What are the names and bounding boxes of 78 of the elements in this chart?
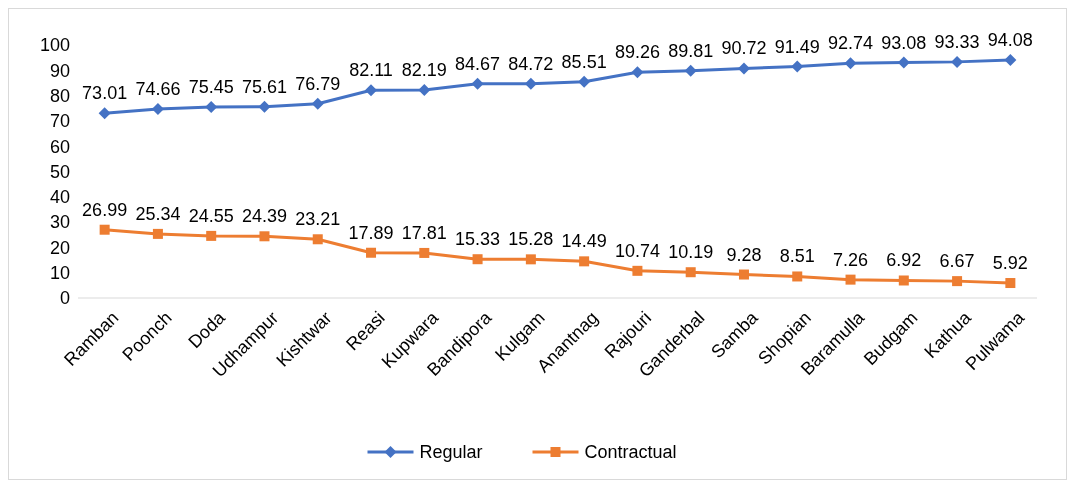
data-label: 14.49 xyxy=(561,231,607,252)
data-label: 24.39 xyxy=(241,206,287,227)
data-label: 85.51 xyxy=(561,51,607,72)
y-tick-label: 30 xyxy=(49,212,70,233)
point xyxy=(632,265,643,276)
point xyxy=(471,77,484,90)
data-label: 6.92 xyxy=(886,250,922,271)
data-label: 76.79 xyxy=(295,73,341,94)
data-label: 17.81 xyxy=(401,222,447,243)
point xyxy=(844,57,857,70)
point xyxy=(684,64,697,77)
data-label: 89.81 xyxy=(668,40,714,61)
data-label: 84.67 xyxy=(455,53,501,74)
data-label: 15.28 xyxy=(508,229,554,250)
y-tick-label: 70 xyxy=(49,111,70,132)
data-label: 90.72 xyxy=(721,38,767,59)
data-label: 91.49 xyxy=(774,36,820,57)
data-label: 23.21 xyxy=(295,209,341,230)
point xyxy=(259,231,270,242)
data-label: 94.08 xyxy=(987,29,1033,50)
point xyxy=(419,247,430,258)
y-tick-label: 0 xyxy=(59,288,70,309)
point xyxy=(99,224,110,235)
point xyxy=(792,271,803,282)
y-tick-label: 100 xyxy=(39,35,70,56)
y-tick-label: 60 xyxy=(49,136,70,157)
point xyxy=(206,230,217,241)
data-label: 10.19 xyxy=(668,242,714,263)
y-tick-label: 20 xyxy=(49,237,70,258)
y-tick-label: 10 xyxy=(49,263,70,283)
point xyxy=(366,247,377,258)
point xyxy=(1005,278,1016,289)
point xyxy=(311,97,324,110)
point xyxy=(418,84,431,97)
data-label: 25.34 xyxy=(135,203,181,224)
data-label: 75.61 xyxy=(241,76,287,97)
data-label: 93.33 xyxy=(934,31,980,52)
point xyxy=(898,275,909,286)
point xyxy=(738,269,749,280)
point xyxy=(152,228,163,239)
data-label: 75.45 xyxy=(188,77,234,98)
data-label: 92.74 xyxy=(828,33,874,54)
point xyxy=(98,107,111,120)
point xyxy=(791,60,804,73)
point xyxy=(952,276,963,287)
legend-label: Regular xyxy=(419,442,483,463)
point xyxy=(1004,53,1017,66)
data-label: 24.55 xyxy=(188,205,234,226)
data-label: 82.11 xyxy=(349,60,393,81)
point xyxy=(579,256,590,267)
point xyxy=(312,234,323,245)
data-label: 26.99 xyxy=(82,199,128,220)
data-label: 8.51 xyxy=(779,246,815,267)
data-label: 5.92 xyxy=(992,253,1028,274)
data-label: 10.74 xyxy=(614,240,660,261)
data-label: 89.26 xyxy=(614,42,660,63)
data-label: 6.67 xyxy=(939,251,975,272)
data-label: 7.26 xyxy=(833,249,869,270)
data-label: 93.08 xyxy=(881,32,927,53)
point xyxy=(472,254,483,265)
legend-label: Contractual xyxy=(584,442,677,463)
y-tick-label: 50 xyxy=(49,161,70,182)
y-tick-label: 90 xyxy=(49,60,70,81)
point xyxy=(685,267,696,278)
y-tick-label: 40 xyxy=(49,187,70,208)
data-label: 74.66 xyxy=(135,79,181,100)
data-label: 73.01 xyxy=(82,83,128,104)
data-label: 84.72 xyxy=(508,53,554,74)
y-tick-label: 80 xyxy=(49,85,70,106)
point xyxy=(631,66,644,79)
data-label: 9.28 xyxy=(726,244,762,265)
data-label: 15.33 xyxy=(455,229,501,250)
point xyxy=(525,254,536,265)
point xyxy=(578,75,591,88)
data-label: 82.19 xyxy=(401,60,447,81)
point xyxy=(737,62,750,75)
point xyxy=(845,274,856,285)
data-label: 17.89 xyxy=(348,222,394,243)
